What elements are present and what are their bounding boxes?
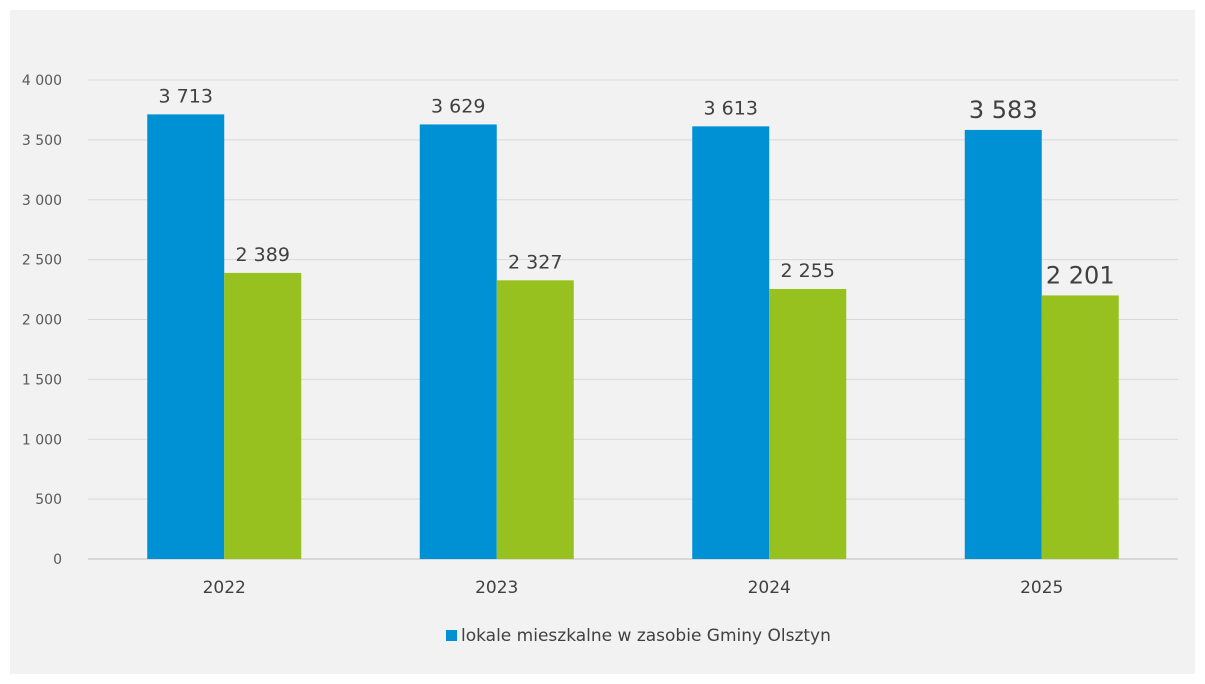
bars xyxy=(147,114,1119,560)
bar-2024-series-1 xyxy=(692,126,770,559)
x-category-label: 2022 xyxy=(203,578,246,598)
x-axis-categories: 2022 2023 2024 2025 xyxy=(203,578,1064,598)
bar-2022-series-1 xyxy=(147,114,225,559)
y-tick-label: 4 000 xyxy=(22,73,62,89)
legend: lokale mieszkalne w zasobie Gminy Olszty… xyxy=(446,626,831,646)
y-tick-label: 1 500 xyxy=(22,372,62,388)
y-tick-label: 3 000 xyxy=(22,193,62,209)
data-label: 3 713 xyxy=(159,85,213,107)
data-label: 3 583 xyxy=(969,96,1038,124)
legend-label: lokale mieszkalne w zasobie Gminy Olszty… xyxy=(461,626,831,646)
data-labels: 3 713 2 389 3 629 2 327 3 613 2 255 3 583 2 201 xyxy=(159,85,1115,289)
legend-swatch xyxy=(446,630,457,641)
y-axis-ticks: 0 500 1 000 1 500 2 000 2 500 3 000 3 500 4 000 xyxy=(22,73,62,568)
y-tick-label: 3 500 xyxy=(22,133,62,149)
bar-2023-series-1 xyxy=(419,124,497,560)
bar-2023-series-2 xyxy=(496,280,574,559)
y-tick-label: 0 xyxy=(53,552,62,568)
x-category-label: 2025 xyxy=(1020,578,1063,598)
y-tick-label: 500 xyxy=(35,492,62,508)
data-label: 2 327 xyxy=(508,251,562,273)
data-label: 2 201 xyxy=(1046,261,1115,289)
bar-2025-series-1 xyxy=(964,129,1042,559)
data-label: 2 389 xyxy=(236,244,290,266)
y-tick-label: 2 500 xyxy=(22,253,62,269)
x-category-label: 2024 xyxy=(748,578,791,598)
bar-2022-series-2 xyxy=(224,272,302,559)
y-tick-label: 1 000 xyxy=(22,432,62,448)
chart-panel: 0 500 1 000 1 500 2 000 2 500 3 000 3 500 4 000 … xyxy=(10,10,1195,674)
bar-2025-series-2 xyxy=(1041,295,1119,559)
data-label: 2 255 xyxy=(781,260,835,282)
data-label: 3 613 xyxy=(704,97,758,119)
y-tick-label: 2 000 xyxy=(22,313,62,329)
bar-2024-series-2 xyxy=(769,288,847,559)
x-category-label: 2023 xyxy=(475,578,518,598)
data-label: 3 629 xyxy=(431,95,485,117)
